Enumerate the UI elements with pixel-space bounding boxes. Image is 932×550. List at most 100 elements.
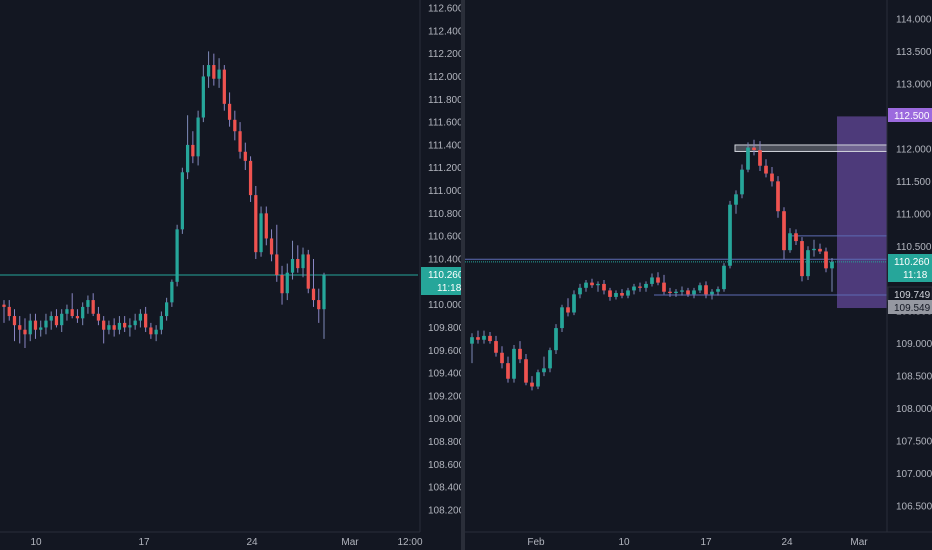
candle-body[interactable]	[644, 283, 648, 288]
candle-body[interactable]	[566, 307, 570, 313]
candle-body[interactable]	[12, 316, 17, 326]
candle-body[interactable]	[548, 350, 552, 369]
candle-body[interactable]	[28, 320, 32, 335]
panel-divider[interactable]	[461, 0, 465, 550]
candle-body[interactable]	[217, 69, 221, 79]
candle-body[interactable]	[128, 325, 132, 328]
candle-body[interactable]	[164, 302, 169, 317]
candle-body[interactable]	[138, 313, 143, 321]
candle-body[interactable]	[254, 195, 258, 253]
candle-body[interactable]	[112, 325, 116, 330]
candle-body[interactable]	[626, 290, 630, 296]
candle-body[interactable]	[280, 274, 284, 294]
candle-body[interactable]	[818, 248, 822, 252]
candle-body[interactable]	[662, 282, 666, 292]
target-zone[interactable]	[837, 116, 887, 309]
candle-body[interactable]	[91, 300, 95, 314]
right-candles[interactable]	[470, 139, 834, 391]
candle-body[interactable]	[49, 316, 53, 321]
candle-body[interactable]	[500, 352, 504, 364]
candle-body[interactable]	[716, 289, 720, 292]
candle-body[interactable]	[518, 348, 522, 360]
candle-body[interactable]	[776, 181, 780, 212]
candle-body[interactable]	[542, 368, 546, 373]
candle-body[interactable]	[602, 283, 606, 291]
candle-body[interactable]	[692, 290, 696, 295]
candle-body[interactable]	[722, 265, 726, 290]
candle-body[interactable]	[259, 213, 263, 253]
candle-body[interactable]	[740, 169, 744, 195]
candle-body[interactable]	[264, 213, 268, 239]
candle-body[interactable]	[596, 283, 600, 286]
candle-body[interactable]	[70, 309, 74, 317]
candle-body[interactable]	[476, 337, 480, 340]
candle-body[interactable]	[44, 320, 48, 328]
candle-body[interactable]	[75, 316, 80, 319]
candle-body[interactable]	[296, 259, 300, 269]
candle-body[interactable]	[752, 147, 756, 151]
candle-body[interactable]	[102, 320, 106, 330]
candle-body[interactable]	[770, 173, 774, 182]
candle-body[interactable]	[322, 274, 326, 310]
candle-body[interactable]	[656, 277, 660, 283]
candle-body[interactable]	[506, 363, 510, 379]
candle-body[interactable]	[800, 241, 804, 277]
candle-body[interactable]	[39, 327, 43, 330]
candle-body[interactable]	[185, 144, 190, 173]
candle-body[interactable]	[584, 282, 588, 288]
candle-body[interactable]	[782, 211, 786, 251]
candle-body[interactable]	[674, 291, 678, 294]
candle-body[interactable]	[2, 304, 6, 307]
candle-body[interactable]	[243, 151, 247, 161]
candle-body[interactable]	[233, 119, 237, 132]
candle-body[interactable]	[758, 150, 762, 166]
candle-body[interactable]	[488, 335, 492, 342]
candle-body[interactable]	[746, 147, 750, 170]
candle-body[interactable]	[494, 341, 498, 353]
candle-body[interactable]	[578, 287, 582, 295]
candle-body[interactable]	[572, 294, 576, 313]
left-price-axis[interactable]: 112.600 112.400 112.200 112.000 111.800 111.6…	[428, 4, 465, 517]
candle-body[interactable]	[638, 286, 642, 288]
candle-body[interactable]	[275, 254, 279, 275]
candle-body[interactable]	[830, 261, 834, 269]
candle-body[interactable]	[728, 204, 732, 266]
candle-body[interactable]	[554, 328, 558, 351]
candle-body[interactable]	[149, 327, 153, 335]
candle-body[interactable]	[107, 325, 111, 330]
candle-body[interactable]	[238, 131, 242, 152]
candle-body[interactable]	[530, 382, 534, 387]
candle-body[interactable]	[560, 307, 564, 329]
candle-body[interactable]	[96, 313, 101, 321]
right-levels[interactable]	[465, 144, 888, 296]
candle-body[interactable]	[23, 329, 27, 335]
candle-body[interactable]	[686, 290, 690, 295]
candle-body[interactable]	[7, 306, 11, 317]
candle-body[interactable]	[698, 285, 702, 291]
right-chart-panel[interactable]: 114.000 113.500 113.000 112.500 112.000 111.5…	[465, 0, 932, 548]
candle-body[interactable]	[482, 335, 486, 340]
candle-body[interactable]	[680, 290, 684, 292]
candle-body[interactable]	[206, 65, 211, 77]
candle-body[interactable]	[650, 277, 654, 284]
candle-body[interactable]	[285, 272, 289, 294]
candle-body[interactable]	[524, 359, 528, 383]
candle-body[interactable]	[54, 316, 59, 326]
candle-body[interactable]	[201, 76, 205, 118]
candle-body[interactable]	[227, 103, 232, 120]
candle-body[interactable]	[133, 320, 137, 326]
candle-body[interactable]	[306, 254, 310, 289]
candle-body[interactable]	[290, 259, 295, 273]
candle-body[interactable]	[608, 290, 612, 297]
candle-body[interactable]	[81, 306, 85, 319]
candle-body[interactable]	[806, 250, 810, 277]
candle-body[interactable]	[614, 293, 618, 297]
candle-body[interactable]	[86, 300, 90, 307]
candle-body[interactable]	[311, 288, 316, 301]
supply-box[interactable]	[734, 144, 888, 152]
candle-body[interactable]	[18, 325, 22, 330]
candle-body[interactable]	[222, 69, 226, 104]
left-candles[interactable]	[2, 51, 326, 348]
candle-body[interactable]	[170, 281, 174, 303]
